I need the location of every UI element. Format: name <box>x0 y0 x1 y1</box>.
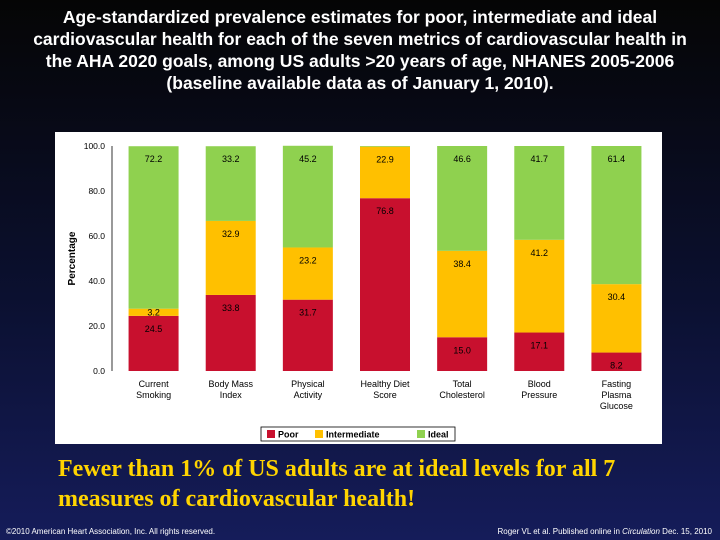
data-label: 45.2 <box>299 154 317 164</box>
x-tick-label: Pressure <box>521 390 557 400</box>
bar-intermediate-6 <box>591 284 642 353</box>
data-label: 31.7 <box>299 308 317 318</box>
bar-ideal-2 <box>282 145 333 248</box>
legend-swatch-poor <box>267 430 275 438</box>
x-tick-label: Smoking <box>136 390 171 400</box>
x-tick-label: Activity <box>294 390 323 400</box>
data-label: 8.2 <box>610 361 623 371</box>
legend-label: Poor <box>278 430 299 440</box>
bar-intermediate-1 <box>205 220 256 295</box>
stacked-bar-chart: 0.0 20.0 40.0 60.0 80.0 100.0 Percentage 24.5 3.… <box>67 141 642 442</box>
data-label: 76.8 <box>376 206 394 216</box>
data-label: 3.2 <box>147 307 160 317</box>
bar-poor-2 <box>282 299 333 371</box>
citation-footer: Roger VL et al. Published online in Circ… <box>497 527 712 536</box>
citation-suffix: Dec. 15, 2010 <box>659 527 712 536</box>
data-label: 17.1 <box>531 341 549 351</box>
y-tick-label: 0.0 <box>93 366 105 376</box>
x-tick-label: Score <box>373 390 397 400</box>
y-tick-label: 80.0 <box>88 186 105 196</box>
bar-poor-0 <box>128 315 179 371</box>
data-label: 24.5 <box>145 324 163 334</box>
x-tick-label: Physical <box>291 379 325 389</box>
y-tick-label: 20.0 <box>88 321 105 331</box>
data-label: 30.4 <box>608 292 626 302</box>
bar-ideal-6 <box>591 146 642 285</box>
citation-journal: Circulation <box>622 527 660 536</box>
data-label: 41.2 <box>531 248 549 258</box>
bar-ideal-4 <box>437 146 488 251</box>
legend-box <box>260 426 456 442</box>
y-axis-label: Percentage <box>67 231 78 285</box>
x-tick-label: Cholesterol <box>439 390 485 400</box>
data-label: 32.9 <box>222 229 240 239</box>
x-tick-label: Plasma <box>601 390 631 400</box>
x-tick-label: Fasting <box>602 379 632 389</box>
bar-poor-1 <box>205 294 256 371</box>
bar-poor-6 <box>591 352 642 371</box>
data-label: 72.2 <box>145 154 163 164</box>
data-label: 33.2 <box>222 154 240 164</box>
data-label: 23.2 <box>299 255 317 265</box>
legend-swatch-ideal <box>417 430 425 438</box>
y-tick-label: 40.0 <box>88 276 105 286</box>
x-tick-label: Index <box>220 390 243 400</box>
data-label: 38.4 <box>453 259 471 269</box>
bar-ideal-0 <box>128 146 179 309</box>
citation-prefix: Roger VL et al. Published online in <box>497 527 623 536</box>
chart-panel: 0.0 20.0 40.0 60.0 80.0 100.0 Percentage 24.5 3.… <box>55 132 662 444</box>
y-tick-label: 100.0 <box>84 141 106 151</box>
data-label: 33.8 <box>222 303 240 313</box>
x-tick-label: Glucose <box>600 401 633 411</box>
bar-ideal-3 <box>360 146 410 147</box>
bar-poor-3 <box>360 198 410 371</box>
bar-intermediate-5 <box>514 239 565 333</box>
bar-intermediate-0 <box>128 308 179 316</box>
bar-intermediate-3 <box>360 146 410 199</box>
data-label: 41.7 <box>531 154 549 164</box>
x-tick-label: Healthy Diet <box>360 379 410 389</box>
slide-title: Age-standardized prevalence estimates fo… <box>33 7 687 93</box>
bar-ideal-1 <box>205 146 256 221</box>
legend-label: Ideal <box>428 430 449 440</box>
bar-poor-5 <box>514 332 565 371</box>
data-label: 15.0 <box>453 345 471 355</box>
x-tick-label: Body Mass <box>208 379 253 389</box>
data-label: 22.9 <box>376 155 394 165</box>
x-tick-label: Total <box>453 379 472 389</box>
data-label: 61.4 <box>608 154 626 164</box>
copyright-footer: ©2010 American Heart Association, Inc. A… <box>6 527 216 536</box>
data-label: 46.6 <box>453 154 471 164</box>
legend-label: Intermediate <box>326 430 380 440</box>
x-tick-label: Blood <box>528 379 551 389</box>
y-tick-label: 60.0 <box>88 231 105 241</box>
bar-poor-4 <box>437 337 488 371</box>
tagline: Fewer than 1% of US adults are at ideal … <box>58 456 616 512</box>
bar-ideal-5 <box>514 146 565 240</box>
legend-swatch-intermediate <box>315 430 323 438</box>
bar-intermediate-4 <box>437 250 488 338</box>
x-tick-label: Current <box>139 379 170 389</box>
bar-intermediate-2 <box>282 247 333 300</box>
